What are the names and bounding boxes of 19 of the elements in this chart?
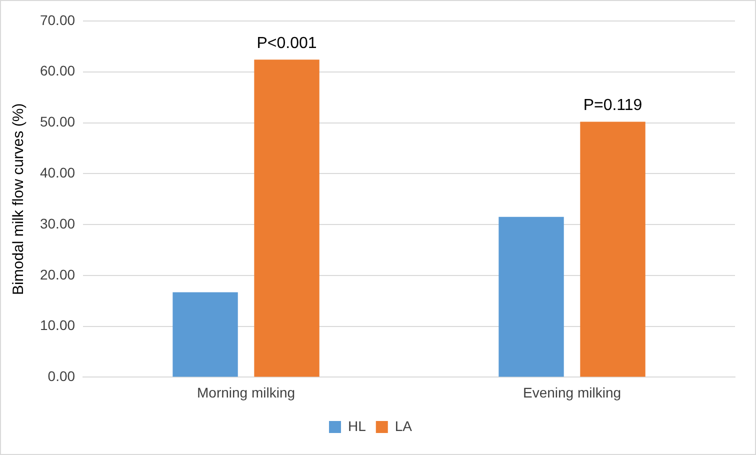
- y-axis-title: Bimodal milk flow curves (%): [10, 103, 28, 295]
- x-tick-label: Morning milking: [197, 384, 296, 400]
- y-tick-label: 0.00: [48, 368, 76, 384]
- legend-label: LA: [394, 418, 413, 434]
- bar: [580, 122, 646, 377]
- bar: [498, 216, 564, 377]
- annotation: P=0.119: [583, 97, 642, 114]
- y-tick-label: 60.00: [40, 62, 76, 79]
- y-tick-label: 50.00: [40, 114, 76, 130]
- legend-label: HL: [348, 418, 366, 434]
- bar: [172, 292, 238, 377]
- annotation: P<0.001: [256, 35, 317, 52]
- y-tick-label: 10.00: [40, 317, 76, 334]
- y-tick-label: 20.00: [40, 266, 76, 282]
- x-tick-label: Evening milking: [522, 384, 622, 400]
- bar: [254, 60, 320, 377]
- y-tick-label: 30.00: [40, 215, 76, 232]
- y-tick-label: 40.00: [40, 164, 76, 181]
- y-tick-label: 70.00: [40, 12, 76, 28]
